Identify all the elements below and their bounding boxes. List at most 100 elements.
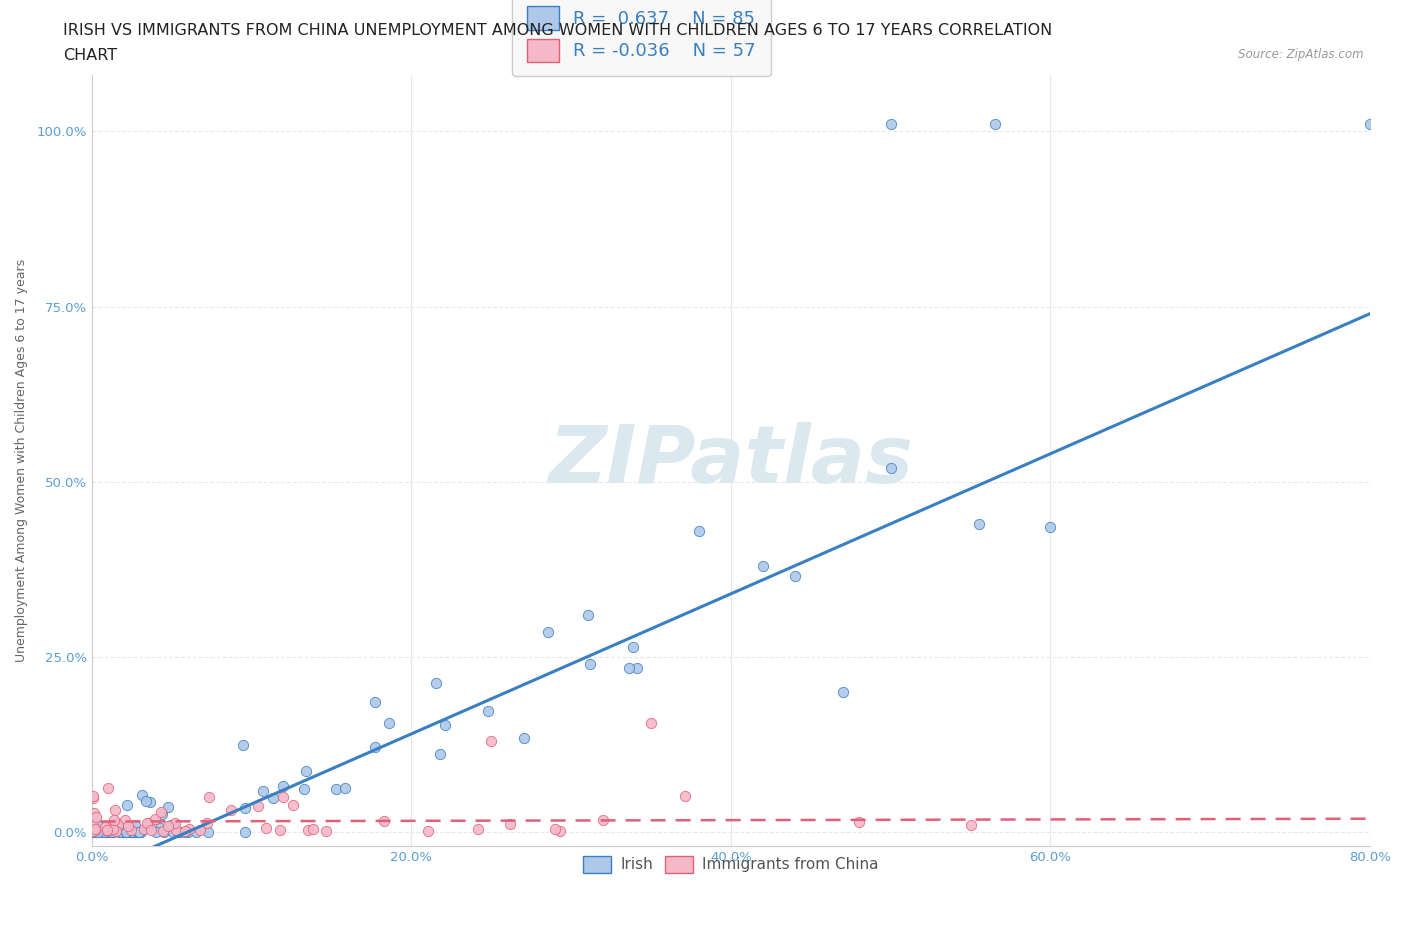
Point [128, 825, 150, 840]
Point [247, 799, 270, 814]
Point [477, 703, 499, 718]
Point [107, 817, 129, 832]
Point [94, 820, 117, 835]
Point [84, 810, 107, 825]
Point [315, 823, 337, 838]
Point [302, 821, 325, 836]
Point [96, 823, 118, 838]
Point [848, 814, 870, 829]
Point [82, 789, 104, 804]
Point [110, 825, 132, 840]
Point [221, 803, 243, 817]
Point [467, 822, 489, 837]
Point [104, 803, 127, 817]
Point [617, 660, 640, 675]
Point [149, 820, 172, 835]
Point [544, 821, 567, 836]
Point [434, 717, 457, 732]
Point [131, 788, 153, 803]
Point [165, 816, 187, 830]
Point [125, 825, 148, 840]
Text: CHART: CHART [63, 48, 117, 63]
Point [150, 806, 173, 821]
Point [110, 825, 132, 840]
Point [150, 805, 173, 820]
Point [93, 825, 115, 840]
Point [104, 815, 127, 830]
Point [82, 825, 104, 840]
Point [132, 822, 155, 837]
Point [232, 737, 254, 752]
Point [115, 825, 138, 840]
Point [621, 640, 644, 655]
Point [101, 822, 124, 837]
Point [177, 821, 200, 836]
Point [84, 825, 107, 840]
Point [879, 460, 901, 475]
Point [190, 822, 212, 837]
Point [879, 117, 901, 132]
Point [271, 778, 294, 793]
Point [97, 780, 120, 795]
Point [498, 817, 520, 831]
Point [195, 816, 218, 830]
Point [364, 695, 387, 710]
Point [84, 823, 107, 838]
Point [377, 716, 399, 731]
Point [335, 780, 357, 795]
Point [108, 825, 131, 840]
Point [128, 825, 150, 840]
Point [967, 516, 990, 531]
Point [87, 825, 110, 840]
Point [100, 825, 122, 840]
Point [673, 789, 696, 804]
Point [111, 825, 134, 840]
Point [262, 790, 284, 805]
Point [537, 625, 560, 640]
Point [1358, 117, 1381, 132]
Point [90, 825, 112, 840]
Point [120, 825, 142, 840]
Point [120, 822, 142, 837]
Point [281, 797, 304, 812]
Point [82, 817, 104, 832]
Point [783, 569, 806, 584]
Point [96, 823, 118, 838]
Point [156, 800, 179, 815]
Point [295, 764, 318, 778]
Point [101, 825, 124, 840]
Point [269, 823, 291, 838]
Point [115, 798, 138, 813]
Point [103, 813, 125, 828]
Point [297, 822, 319, 837]
Text: ZIPatlas: ZIPatlas [548, 421, 914, 499]
Point [752, 558, 775, 573]
Point [174, 825, 197, 840]
Point [135, 793, 157, 808]
Point [128, 825, 150, 840]
Point [688, 524, 710, 538]
Point [100, 819, 122, 834]
Point [177, 825, 200, 840]
Point [103, 825, 125, 840]
Point [159, 818, 181, 833]
Point [626, 661, 648, 676]
Point [592, 812, 614, 827]
Point [233, 825, 256, 840]
Point [114, 825, 136, 840]
Point [153, 825, 176, 840]
Point [292, 781, 315, 796]
Point [86, 817, 108, 832]
Point [139, 794, 162, 809]
Point [84, 822, 107, 837]
Text: Source: ZipAtlas.com: Source: ZipAtlas.com [1239, 48, 1364, 61]
Point [121, 825, 143, 840]
Point [145, 825, 167, 840]
Point [479, 734, 502, 749]
Point [129, 825, 152, 840]
Point [174, 823, 197, 838]
Point [273, 790, 295, 804]
Point [165, 823, 187, 838]
Point [86, 825, 108, 840]
Point [117, 825, 139, 840]
